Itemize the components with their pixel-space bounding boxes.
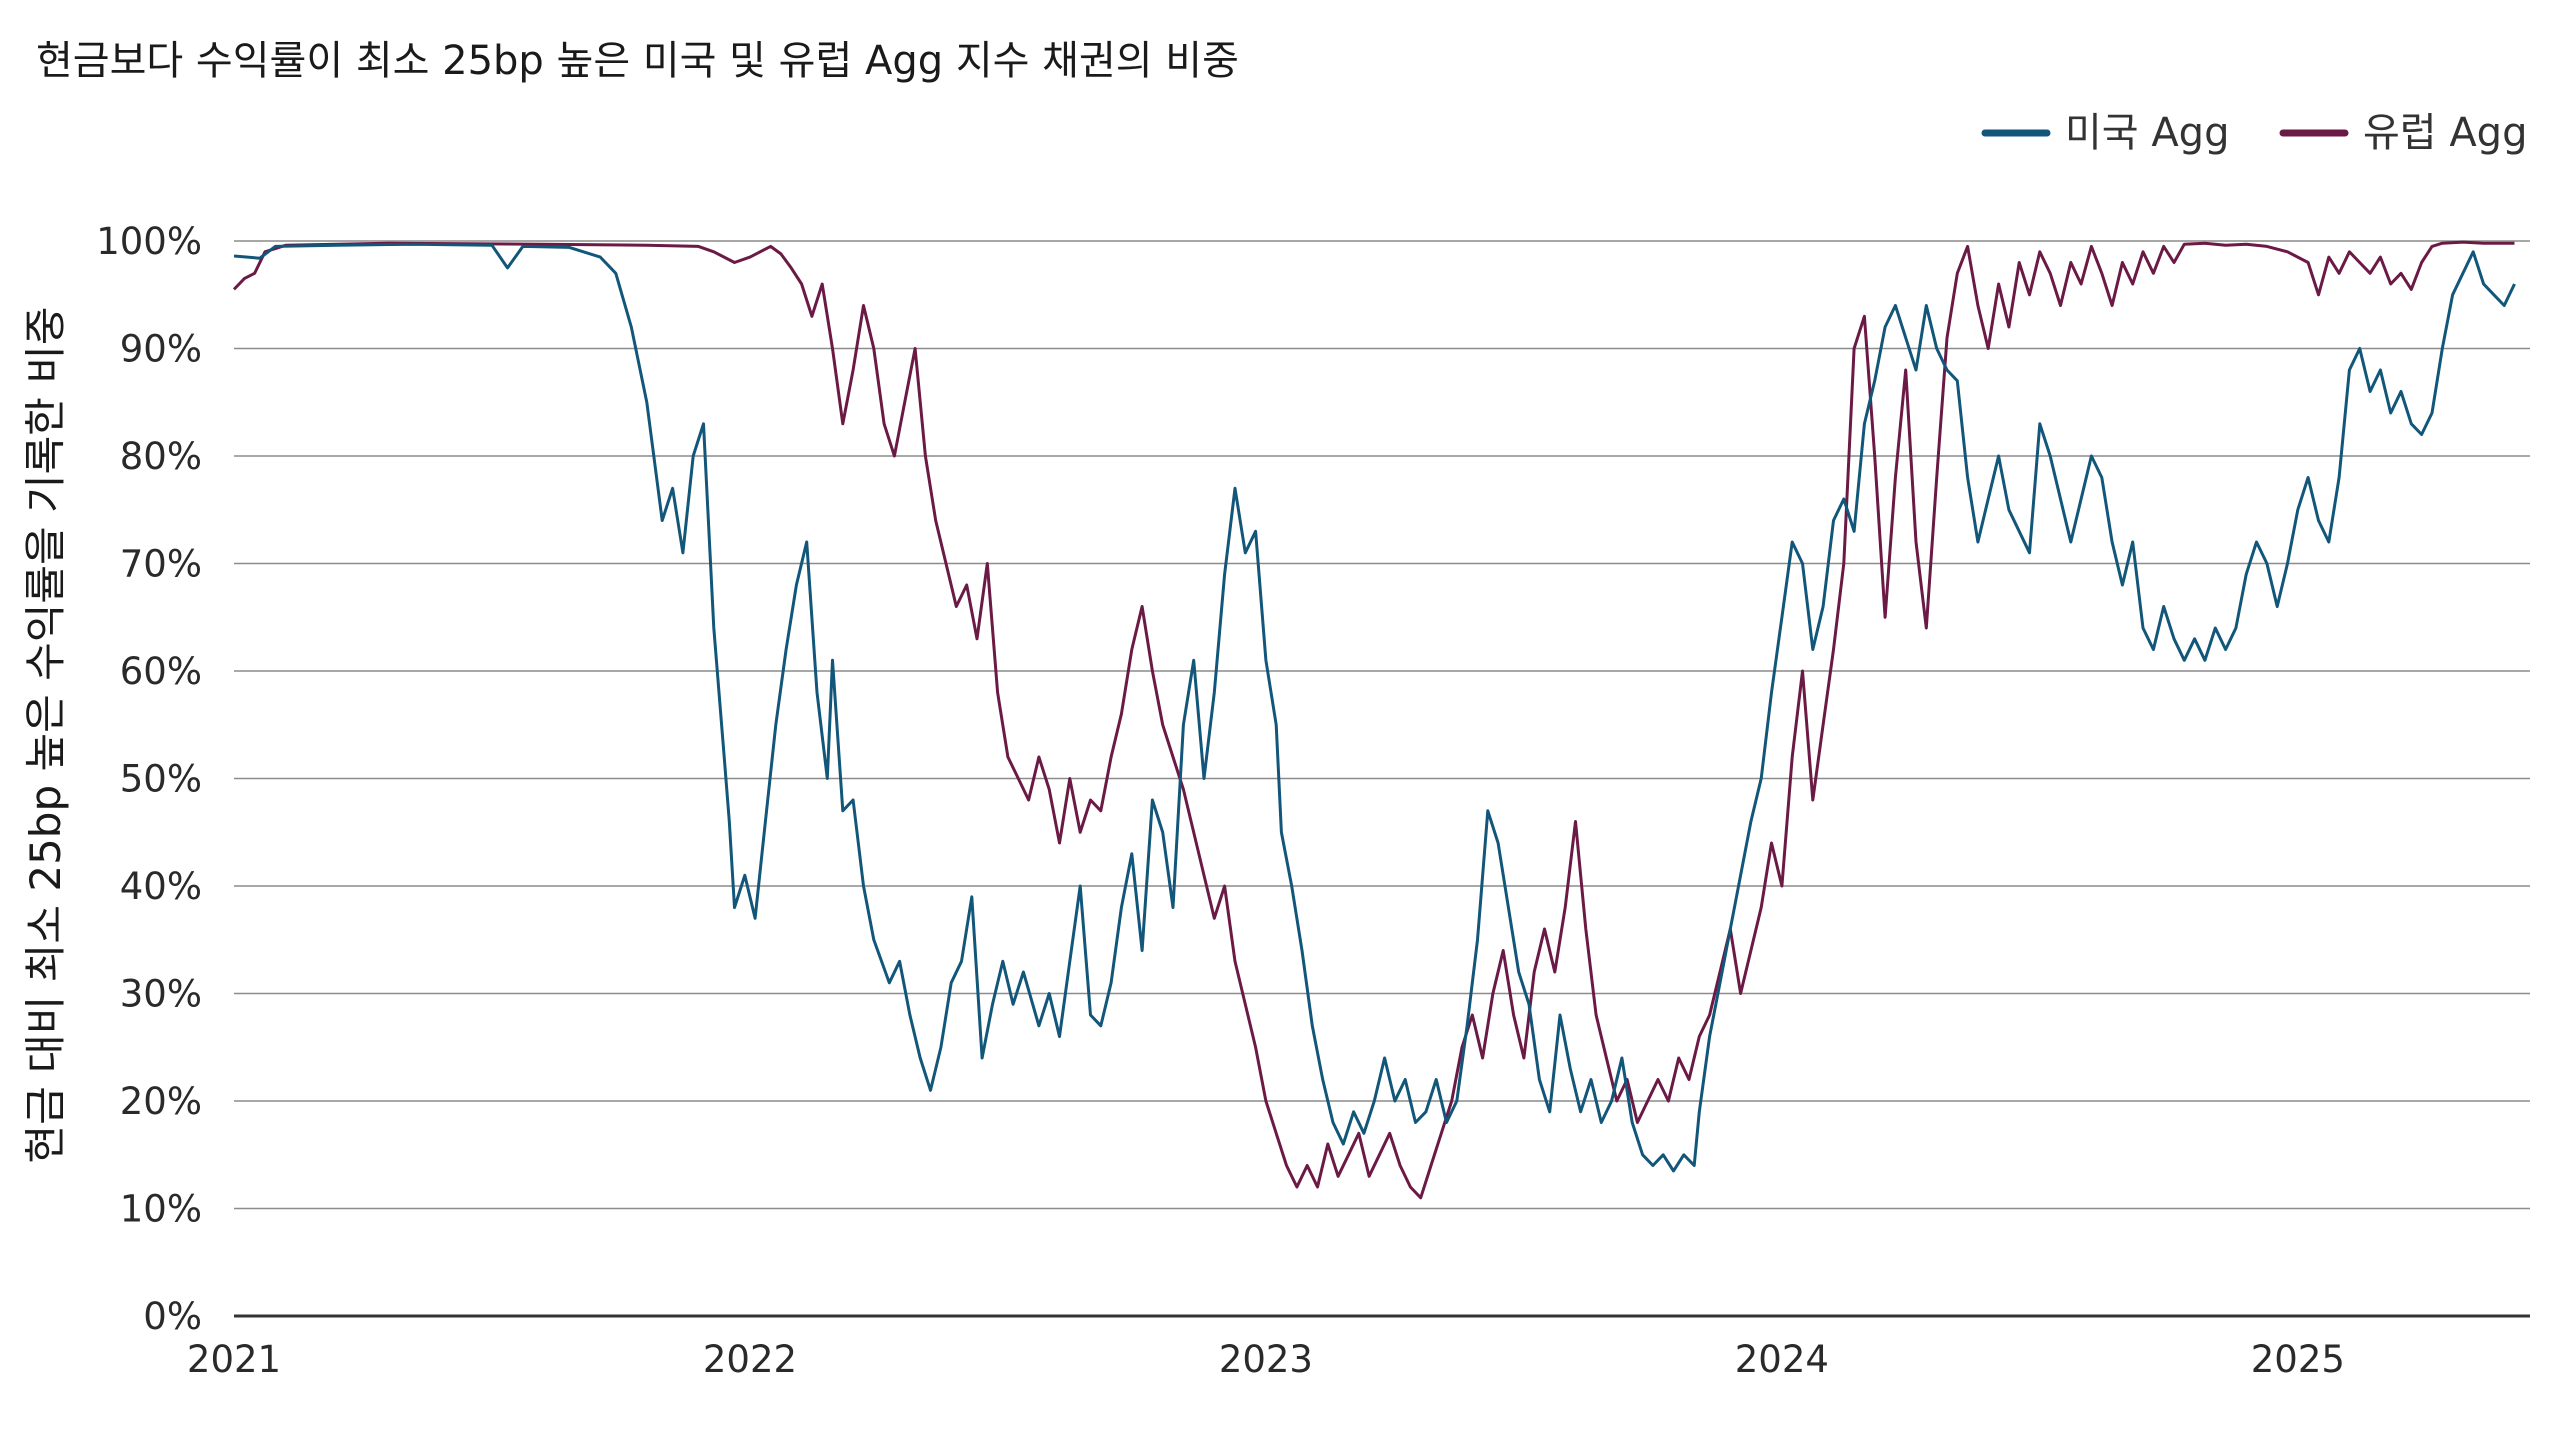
series-lines: [232, 240, 2516, 1200]
y-tick-label: 80%: [120, 435, 202, 478]
y-tick-label: 50%: [120, 758, 202, 801]
series-line: [232, 240, 2515, 1200]
legend: 미국 Agg 유럽 Agg: [1981, 110, 2527, 156]
gridlines: [234, 240, 2530, 1318]
y-tick-label: 20%: [120, 1080, 202, 1123]
y-tick-label: 70%: [120, 543, 202, 586]
x-tick-label: 2025: [2251, 1338, 2345, 1381]
x-tick-label: 2022: [703, 1338, 797, 1381]
legend-label: 유럽 Agg: [2363, 110, 2527, 156]
y-tick-label: 60%: [120, 650, 202, 693]
y-tick-label: 90%: [120, 328, 202, 371]
y-tick-label: 30%: [120, 973, 202, 1016]
y-axis-label: 현금 대비 최소 25bp 높은 수익률을 기록한 비중: [21, 306, 70, 1163]
legend-label: 미국 Agg: [2065, 110, 2229, 156]
y-tick-label: 100%: [96, 220, 202, 263]
x-tick-label: 2021: [187, 1338, 281, 1381]
x-axis-ticks: 2021 2022 2023 2024 2025: [187, 1338, 2345, 1381]
y-tick-label: 0%: [143, 1295, 202, 1338]
x-tick-label: 2024: [1735, 1338, 1829, 1381]
chart-title: 현금보다 수익률이 최소 25bp 높은 미국 및 유럽 Agg 지수 채권의 …: [36, 38, 1239, 84]
y-tick-label: 10%: [120, 1188, 202, 1231]
y-axis-ticks: 0% 10% 20% 30% 40% 50% 60% 70% 80% 90% 100%: [96, 220, 202, 1338]
y-tick-label: 40%: [120, 865, 202, 908]
series-line: [233, 242, 2516, 1173]
x-tick-label: 2023: [1219, 1338, 1313, 1381]
